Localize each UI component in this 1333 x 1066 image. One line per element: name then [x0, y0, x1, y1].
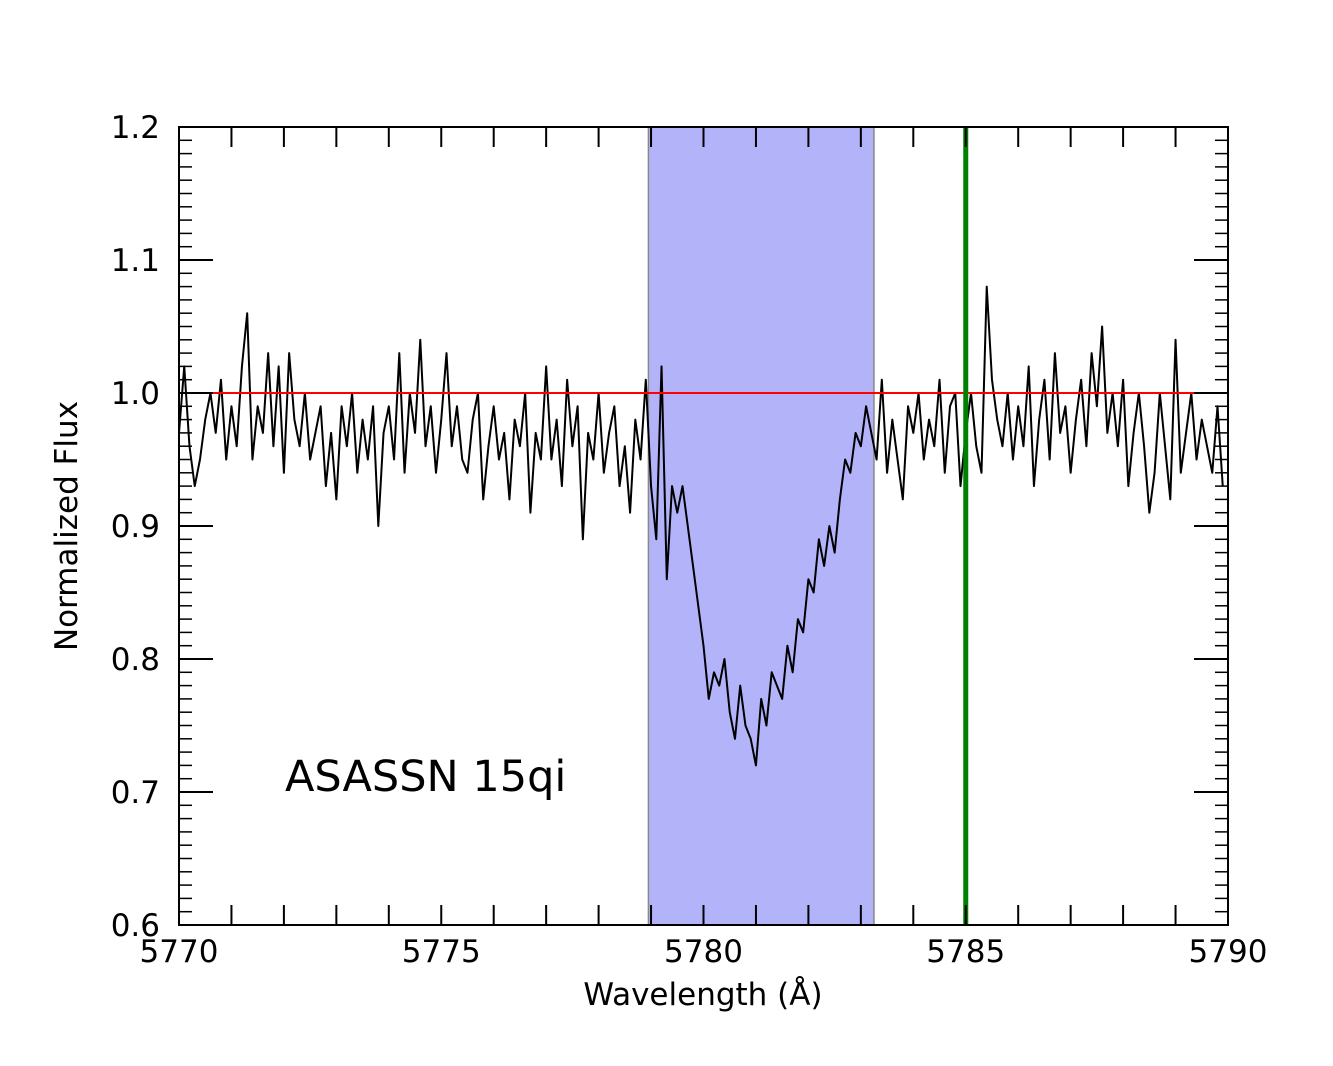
x-tick-label: 5790 — [1189, 934, 1268, 970]
annotation: ASASSN 15qi — [285, 752, 566, 802]
y-tick-label: 0.7 — [111, 775, 160, 811]
y-axis-label: Normalized Flux — [49, 401, 85, 651]
y-tick-label: 0.9 — [111, 509, 160, 545]
y-tick-label: 0.6 — [111, 908, 160, 944]
y-tick-label: 1.0 — [111, 376, 160, 412]
shaded-region — [647, 126, 875, 926]
x-tick-label: 5770 — [140, 934, 219, 970]
y-tick-label: 1.1 — [111, 243, 160, 279]
x-tick-label: 5780 — [664, 934, 743, 970]
x-tick-label: 5775 — [402, 934, 481, 970]
data-layer — [178, 127, 1228, 925]
x-axis-label: Wavelength (Å) — [583, 977, 822, 1013]
axes-layer: 5770 5775 5780 5785 5790 0.6 0.7 0.8 0.9 1.0 1.1 1.… — [111, 110, 1268, 970]
y-tick-label: 0.8 — [111, 642, 160, 678]
band-layer — [647, 126, 875, 926]
y-tick-label: 1.2 — [111, 110, 160, 146]
spectrum-line — [178, 285, 1224, 767]
x-tick-label: 5785 — [926, 934, 1005, 970]
